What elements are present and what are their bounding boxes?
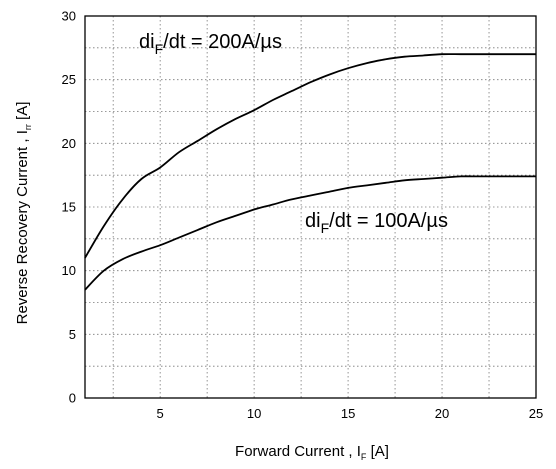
series-label-100-rest: /dt = 100A/µs xyxy=(329,210,448,232)
x-tick-label: 15 xyxy=(341,406,355,421)
x-axis-label-unit: [A] xyxy=(366,443,389,460)
series-label-100-sub: F xyxy=(321,220,330,236)
x-tick-label: 10 xyxy=(247,406,261,421)
x-tick-label: 25 xyxy=(529,406,543,421)
x-axis-label-main: Forward Current , I xyxy=(235,443,361,460)
y-axis-label-unit: [A] xyxy=(14,102,31,125)
series-line-200 xyxy=(84,53,536,259)
x-tick-label: 5 xyxy=(157,406,164,421)
plot-frame xyxy=(84,15,537,399)
series-label-200-main: di xyxy=(139,31,155,53)
y-tick-label: 10 xyxy=(62,263,76,278)
series-line-100 xyxy=(84,175,536,291)
x-axis-label-sub: F xyxy=(361,452,367,462)
series-label-200-sub: F xyxy=(155,41,164,57)
y-axis-label-sub: rr xyxy=(23,124,33,130)
x-tick-label: 20 xyxy=(435,406,449,421)
y-tick-label: 5 xyxy=(69,327,76,342)
series-label-100-main: di xyxy=(305,210,321,232)
y-tick-label: 15 xyxy=(62,200,76,215)
y-tick-label: 30 xyxy=(62,9,76,24)
series-label-200-rest: /dt = 200A/µs xyxy=(163,31,282,53)
y-tick-label: 0 xyxy=(69,391,76,406)
x-axis-label: Forward Current , IF [A] xyxy=(235,443,389,462)
y-axis-label-main: Reverse Recovery Current , I xyxy=(14,130,31,324)
y-axis-label: Reverse Recovery Current , Irr [A] xyxy=(14,102,33,325)
y-tick-label: 25 xyxy=(62,72,76,87)
tick-labels: 5 10 15 20 25 0 5 10 15 20 25 30 xyxy=(62,9,544,422)
series-label-100: diF/dt = 100A/µs xyxy=(305,210,448,236)
series-label-200: diF/dt = 200A/µs xyxy=(139,31,282,57)
data-series xyxy=(84,53,536,291)
grid-lines xyxy=(85,16,536,398)
y-tick-label: 20 xyxy=(62,136,76,151)
